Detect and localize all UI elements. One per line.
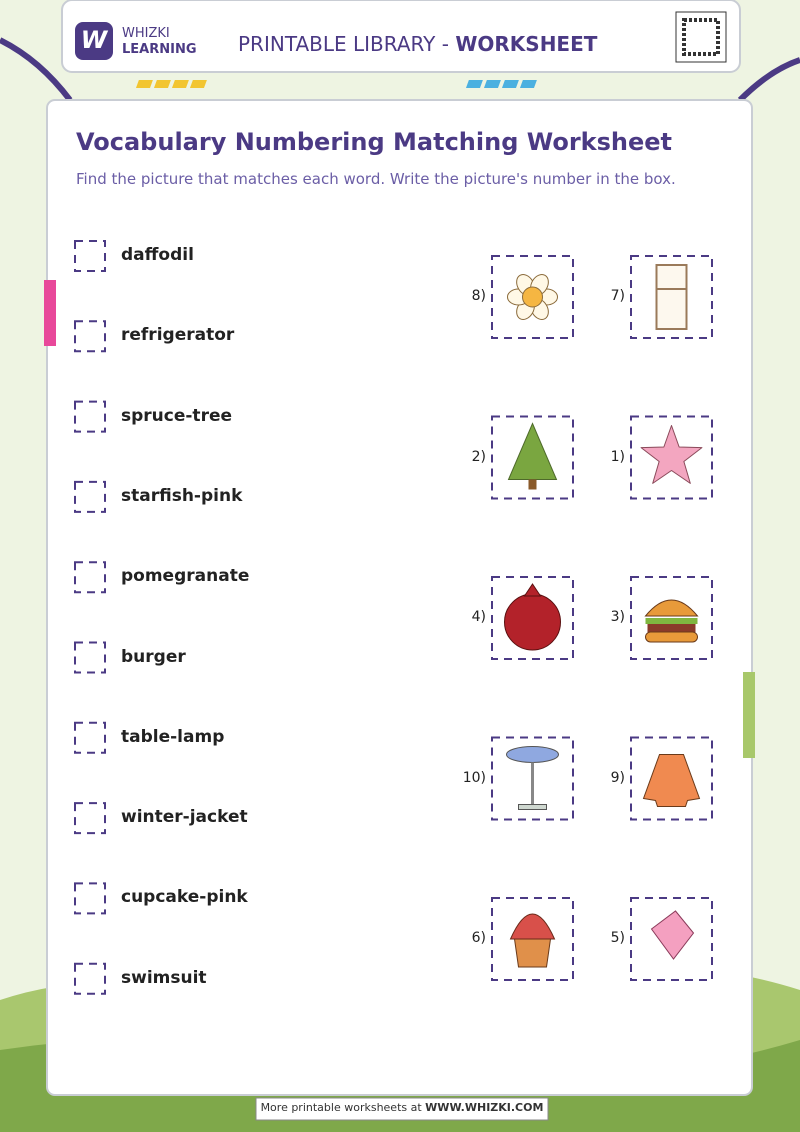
answer-box — [74, 480, 106, 513]
answer-box — [74, 802, 106, 835]
header-bold: WORKSHEET — [455, 32, 598, 56]
word: starfish-pink — [121, 485, 243, 506]
picture-number: 10) — [462, 769, 486, 786]
word: daffodil — [121, 245, 194, 265]
picture-number: 4) — [471, 609, 486, 625]
instructions: Find the picture that matches each word.… — [76, 170, 676, 188]
picture — [630, 415, 713, 500]
picture-number: 1) — [610, 448, 625, 465]
icon-part — [509, 913, 556, 940]
picture-number: 3) — [610, 609, 625, 625]
answer-box — [74, 400, 106, 433]
picture — [630, 736, 713, 821]
picture — [491, 897, 574, 981]
answer-box — [74, 641, 106, 674]
footer-link[interactable]: WWW.WHIZKI.COM — [425, 1101, 544, 1114]
word: cupcake-pink — [121, 887, 248, 908]
picture — [630, 897, 713, 981]
icon-part — [522, 286, 543, 308]
icon-part — [650, 910, 695, 960]
icon-part — [513, 938, 552, 968]
answer-box — [74, 721, 106, 754]
word: spruce-tree — [121, 405, 233, 426]
brand-top: WHIZKI — [122, 26, 170, 41]
icon-part — [645, 618, 698, 624]
picture-number: 5) — [610, 930, 625, 946]
answer-box — [74, 561, 106, 594]
picture — [491, 415, 574, 500]
word: swimsuit — [121, 967, 207, 988]
icon-part — [647, 624, 696, 632]
picture — [630, 255, 713, 339]
picture — [630, 576, 713, 660]
icon-part — [523, 583, 542, 597]
word: winter-jacket — [121, 807, 248, 828]
picture — [491, 576, 574, 660]
brand-bottom: LEARNING — [122, 42, 197, 57]
header-prefix: PRINTABLE LIBRARY - — [238, 32, 456, 56]
picture-number: 7) — [610, 288, 625, 304]
answer-box — [74, 320, 106, 353]
icon-part — [644, 599, 699, 617]
picture-number: 8) — [471, 288, 486, 304]
icon-part — [642, 754, 701, 807]
icon-part — [645, 631, 698, 643]
word: pomegranate — [121, 566, 250, 587]
icon-part — [655, 264, 688, 330]
picture-number: 9) — [610, 769, 625, 786]
header-title: PRINTABLE LIBRARY - WORKSHEET — [238, 32, 597, 56]
icon-part — [528, 479, 537, 490]
footer: More printable worksheets at WWW.WHIZKI.… — [256, 1101, 548, 1114]
logo-letter: W — [80, 26, 108, 54]
answer-box — [74, 882, 106, 915]
picture — [491, 736, 574, 821]
icon-part — [518, 804, 547, 810]
word: refrigerator — [121, 325, 235, 346]
title: Vocabulary Numbering Matching Worksheet — [76, 128, 673, 156]
picture — [491, 255, 574, 339]
picture-number: 2) — [471, 448, 486, 465]
icon-part — [640, 425, 703, 484]
answer-box — [74, 962, 106, 995]
word: burger — [121, 646, 186, 667]
answer-box — [74, 240, 106, 272]
icon-part — [506, 746, 559, 763]
word: table-lamp — [121, 726, 225, 747]
picture-number: 6) — [471, 930, 486, 946]
icon-part — [504, 593, 561, 651]
footer-text: More printable worksheets at — [260, 1101, 426, 1114]
